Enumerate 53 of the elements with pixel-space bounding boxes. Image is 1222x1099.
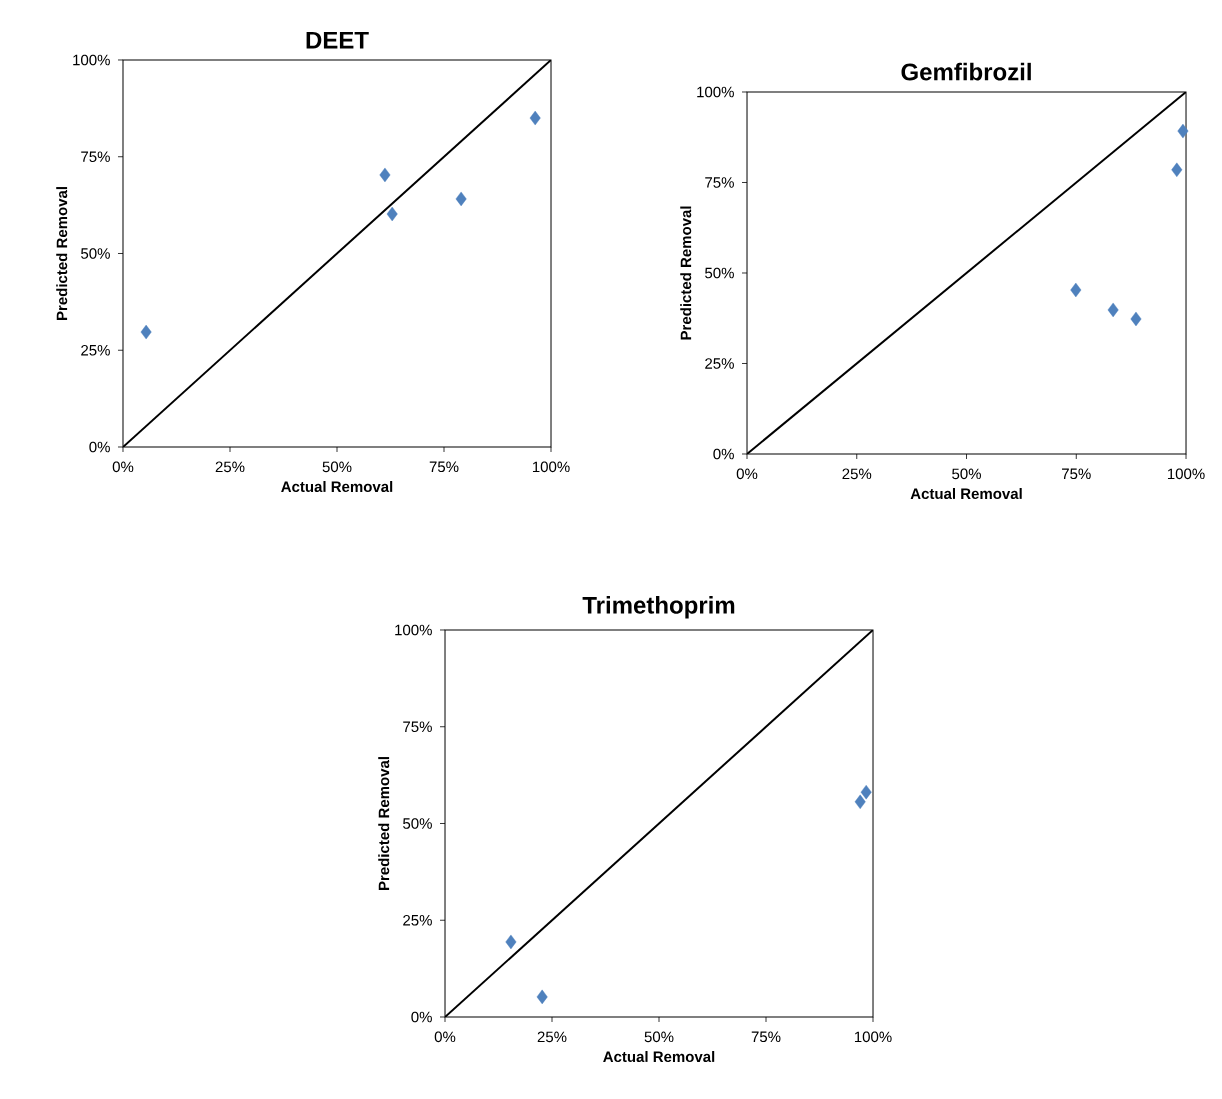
y-tick-label: 100% — [697, 86, 734, 98]
x-axis-title: Actual Removal — [603, 1051, 715, 1063]
chart-title: Trimethoprim — [582, 596, 735, 619]
point — [536, 989, 548, 1005]
chart-title: Gemfibrozil — [901, 62, 1031, 81]
x-tick-label: 50% — [644, 1031, 674, 1043]
x-tick-label: 50% — [322, 461, 352, 473]
x-tick-label: 75% — [429, 461, 459, 473]
y-tick-label: 50% — [403, 818, 432, 829]
x-tick-label: 25% — [842, 468, 872, 480]
x-axis-title: Actual Removal — [281, 481, 393, 493]
y-tick-label: 50% — [705, 267, 734, 279]
x-tick-label: 0% — [434, 1031, 456, 1043]
point — [1171, 162, 1183, 178]
y-tick-label: 75% — [403, 721, 432, 733]
y-tick-label: 100% — [395, 624, 432, 636]
x-tick-label: 100% — [854, 1031, 892, 1043]
point — [1130, 311, 1142, 327]
point — [1107, 302, 1119, 318]
y-tick-label: 25% — [705, 358, 734, 369]
point — [140, 324, 152, 340]
y-tick-label: 0% — [89, 441, 110, 453]
point — [1177, 123, 1189, 139]
y-tick-label: 75% — [705, 177, 734, 188]
y-axis-title: Predicted Removal — [680, 206, 692, 340]
x-tick-label: 75% — [1062, 468, 1091, 480]
x-tick-label: 75% — [751, 1031, 781, 1043]
x-tick-label: 50% — [952, 468, 981, 480]
y-axis-title: Predicted Removal — [56, 187, 68, 321]
y-tick-label: 25% — [81, 344, 110, 356]
point — [529, 110, 541, 126]
y-tick-label: 0% — [713, 448, 734, 460]
y-tick-label: 25% — [403, 914, 432, 926]
y-tick-label: 100% — [73, 54, 110, 66]
x-tick-label: 25% — [537, 1031, 567, 1043]
x-axis-title: Actual Removal — [910, 488, 1022, 500]
y-axis-title: Predicted Removal — [378, 757, 390, 891]
chart-title: DEET — [306, 31, 369, 49]
point — [1070, 282, 1082, 298]
point — [854, 794, 866, 810]
point — [860, 784, 872, 800]
point — [379, 167, 391, 183]
y-tick-label: 50% — [81, 248, 110, 259]
x-tick-label: 0% — [736, 468, 758, 480]
y-tick-label: 0% — [411, 1011, 432, 1023]
x-tick-label: 100% — [1167, 468, 1205, 480]
x-tick-label: 25% — [215, 461, 245, 473]
point — [386, 206, 398, 222]
point — [455, 191, 467, 207]
x-tick-label: 100% — [532, 461, 570, 473]
y-tick-label: 75% — [81, 151, 110, 163]
point — [505, 934, 517, 950]
x-tick-label: 0% — [112, 461, 134, 473]
